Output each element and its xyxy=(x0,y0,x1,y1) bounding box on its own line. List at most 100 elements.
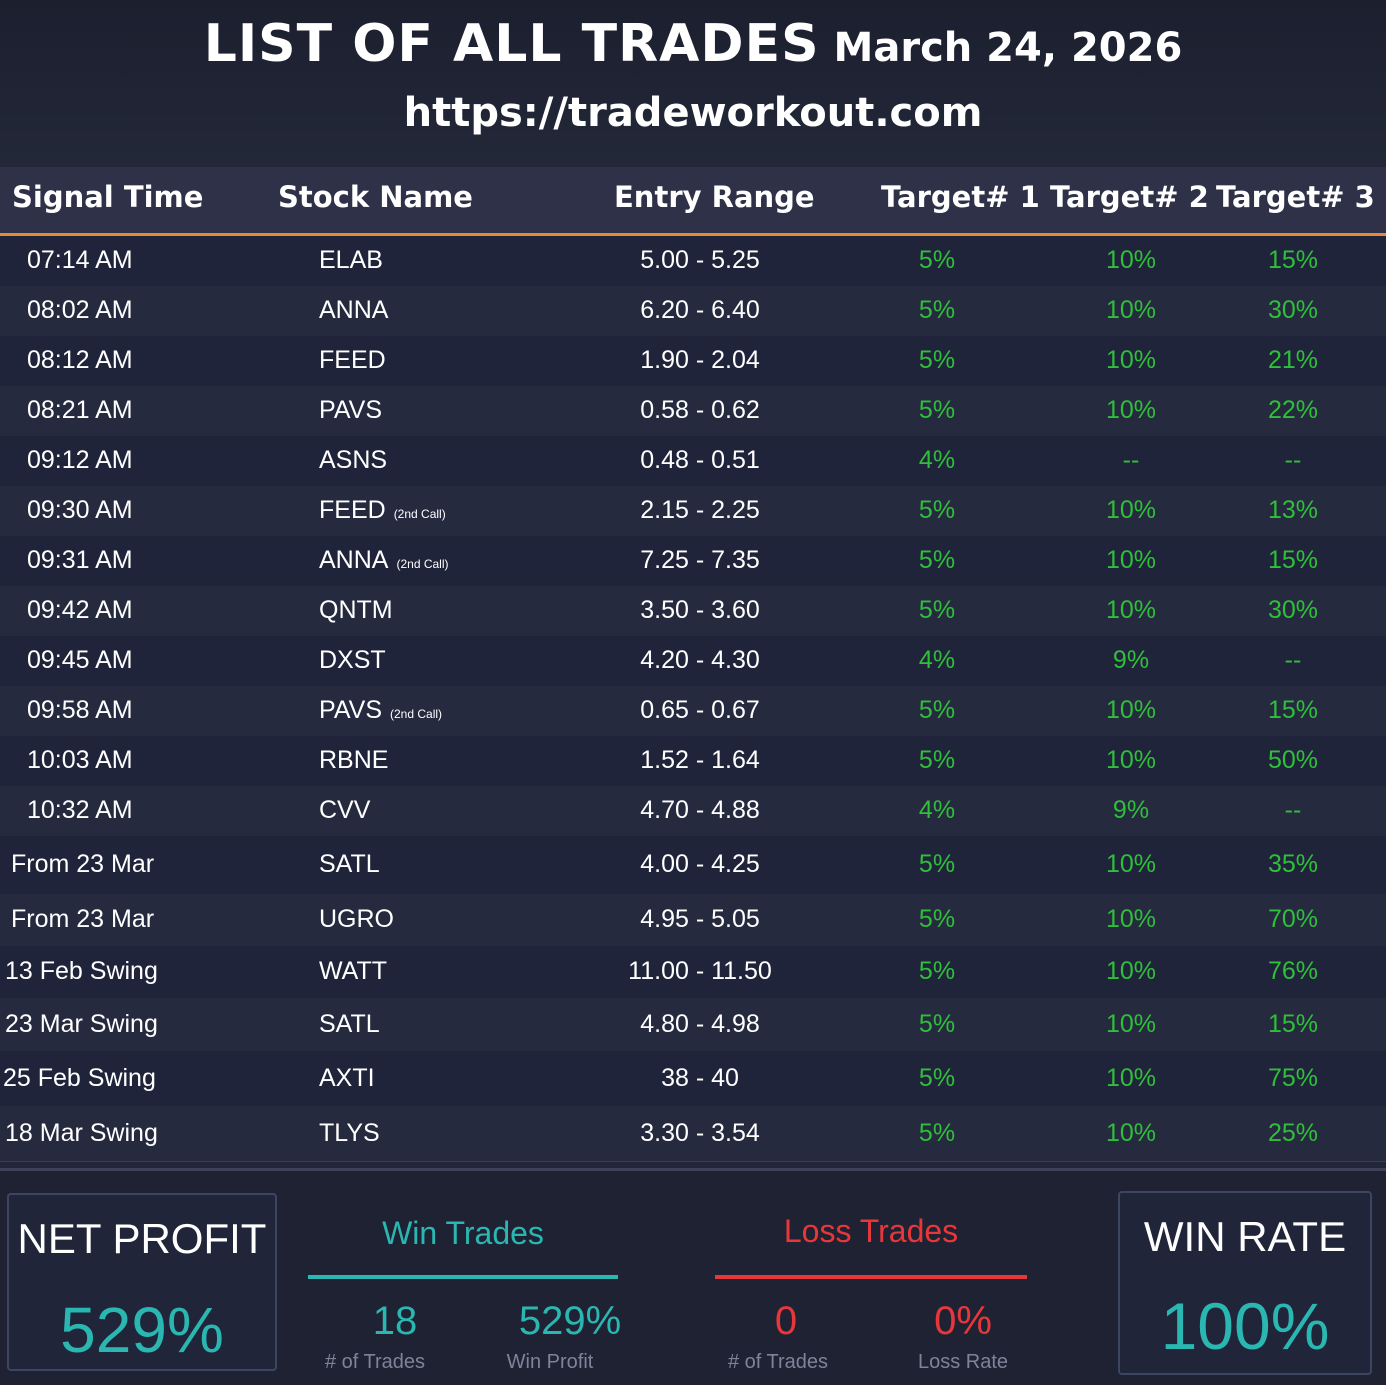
entry-range: 4.70 - 4.88 xyxy=(640,796,760,824)
entry-range: 0.58 - 0.62 xyxy=(640,396,760,424)
entry-range: 5.00 - 5.25 xyxy=(640,246,760,274)
stock-ticker: RBNE xyxy=(319,746,389,774)
stock-ticker: CVV xyxy=(319,796,371,824)
target-2: 10% xyxy=(1105,1119,1157,1147)
table-row: 08:21 AM PAVS 0.58 - 0.62 5% 10% 22% xyxy=(0,386,1386,437)
target-3: 15% xyxy=(1267,546,1319,574)
target-1: 4% xyxy=(918,646,956,674)
entry-range: 1.90 - 2.04 xyxy=(640,346,760,374)
target-2: 10% xyxy=(1105,596,1157,624)
stock-ticker: DXST xyxy=(319,646,386,674)
call-note: (2nd Call) xyxy=(390,707,443,721)
header-target-2: Target# 2 xyxy=(1050,180,1209,214)
entry-range: 11.00 - 11.50 xyxy=(628,957,772,985)
signal-time: 09:42 AM xyxy=(27,596,133,624)
table-row: 23 Mar Swing SATL 4.80 - 4.98 5% 10% 15% xyxy=(0,998,1386,1052)
signal-time: 08:02 AM xyxy=(27,296,133,324)
target-3: 35% xyxy=(1267,850,1319,878)
table-row: 09:31 AM ANNA (2nd Call) 7.25 - 7.35 5% 10% 15… xyxy=(0,536,1386,587)
target-2: 10% xyxy=(1105,905,1157,933)
loss-trades-count-label: # of Trades xyxy=(727,1351,829,1373)
target-3: 13% xyxy=(1267,496,1319,524)
header-signal-time: Signal Time xyxy=(12,180,204,214)
entry-range: 0.48 - 0.51 xyxy=(640,446,760,474)
entry-range: 3.30 - 3.54 xyxy=(640,1119,760,1147)
stock-name-cell: DXST xyxy=(319,646,386,675)
stock-ticker: UGRO xyxy=(319,905,394,933)
title-line: LIST OF ALL TRADES March 24, 2026 xyxy=(0,14,1386,74)
win-rate-box: WIN RATE 100% xyxy=(1118,1191,1372,1375)
target-1: 5% xyxy=(918,496,956,524)
table-row: 25 Feb Swing AXTI 38 - 40 5% 10% 75% xyxy=(0,1051,1386,1107)
target-1: 5% xyxy=(918,1119,956,1147)
signal-time: From 23 Mar xyxy=(11,905,155,933)
stock-ticker: TLYS xyxy=(319,1119,380,1147)
header-target-1: Target# 1 xyxy=(881,180,1040,214)
signal-time: 13 Feb Swing xyxy=(5,957,158,985)
stock-name-cell: ASNS xyxy=(319,446,387,475)
target-2: 10% xyxy=(1105,1010,1157,1038)
stock-name-cell: FEED (2nd Call) xyxy=(319,496,446,525)
signal-time: 08:21 AM xyxy=(27,396,133,424)
header: LIST OF ALL TRADES March 24, 2026 https:/… xyxy=(0,0,1386,165)
target-1: 5% xyxy=(918,346,956,374)
table-row: 13 Feb Swing WATT 11.00 - 11.50 5% 10% 76% xyxy=(0,946,1386,999)
stock-name-cell: UGRO xyxy=(319,905,394,934)
target-3: -- xyxy=(1284,446,1302,474)
target-1: 5% xyxy=(918,746,956,774)
entry-range: 0.65 - 0.67 xyxy=(640,696,760,724)
target-3: 70% xyxy=(1267,905,1319,933)
signal-time: 23 Mar Swing xyxy=(5,1010,158,1038)
target-1: 5% xyxy=(918,1064,956,1092)
stock-ticker: FEED xyxy=(319,496,386,524)
signal-time: 09:30 AM xyxy=(27,496,133,524)
stock-name-cell: RBNE xyxy=(319,746,388,775)
table-row: 10:32 AM CVV 4.70 - 4.88 4% 9% -- xyxy=(0,786,1386,837)
stock-name-cell: WATT xyxy=(319,957,387,986)
signal-time: 25 Feb Swing xyxy=(3,1064,156,1092)
loss-trades-count: 0 xyxy=(774,1299,798,1343)
header-target-3: Target# 3 xyxy=(1216,180,1375,214)
signal-time: 10:32 AM xyxy=(27,796,133,824)
target-1: 4% xyxy=(918,796,956,824)
target-1: 5% xyxy=(918,905,956,933)
table-row: 09:12 AM ASNS 0.48 - 0.51 4% -- -- xyxy=(0,436,1386,487)
target-2: 10% xyxy=(1105,346,1157,374)
stock-name-cell: PAVS xyxy=(319,396,382,425)
stock-ticker: ANNA xyxy=(319,546,389,574)
stock-name-cell: CVV xyxy=(319,796,370,825)
win-rate-value: 100% xyxy=(1160,1289,1330,1363)
target-3: 25% xyxy=(1267,1119,1319,1147)
stock-ticker: SATL xyxy=(319,850,380,878)
entry-range: 7.25 - 7.35 xyxy=(640,546,760,574)
entry-range: 38 - 40 xyxy=(661,1064,739,1092)
target-3: 75% xyxy=(1267,1064,1319,1092)
target-3: 22% xyxy=(1267,396,1319,424)
signal-time: 09:45 AM xyxy=(27,646,133,674)
target-2: 10% xyxy=(1105,546,1157,574)
net-profit-value: 529% xyxy=(60,1294,224,1366)
target-2: 10% xyxy=(1105,496,1157,524)
site-url[interactable]: https://tradeworkout.com xyxy=(403,90,983,136)
target-2: 10% xyxy=(1105,1064,1157,1092)
signal-time: 07:14 AM xyxy=(27,246,133,274)
header-entry-range: Entry Range xyxy=(614,180,815,214)
win-profit-label: Win Profit xyxy=(506,1351,594,1373)
target-1: 5% xyxy=(918,850,956,878)
target-3: 15% xyxy=(1267,1010,1319,1038)
table-row: 09:30 AM FEED (2nd Call) 2.15 - 2.25 5% 10% 13… xyxy=(0,486,1386,537)
net-profit-box: NET PROFIT 529% xyxy=(7,1193,277,1371)
target-3: 15% xyxy=(1267,246,1319,274)
stock-ticker: FEED xyxy=(319,346,386,374)
loss-trades-label: Loss Trades xyxy=(783,1213,959,1249)
entry-range: 4.00 - 4.25 xyxy=(640,850,760,878)
entry-range: 2.15 - 2.25 xyxy=(640,496,760,524)
signal-time: 10:03 AM xyxy=(27,746,133,774)
table-row: From 23 Mar SATL 4.00 - 4.25 5% 10% 35% xyxy=(0,836,1386,895)
table-row: 10:03 AM RBNE 1.52 - 1.64 5% 10% 50% xyxy=(0,736,1386,787)
table-row: From 23 Mar UGRO 4.95 - 5.05 5% 10% 70% xyxy=(0,894,1386,947)
target-2: 10% xyxy=(1105,296,1157,324)
signal-time: 18 Mar Swing xyxy=(5,1119,158,1147)
table-row: 07:14 AM ELAB 5.00 - 5.25 5% 10% 15% xyxy=(0,236,1386,287)
stock-name-cell: FEED xyxy=(319,346,386,375)
